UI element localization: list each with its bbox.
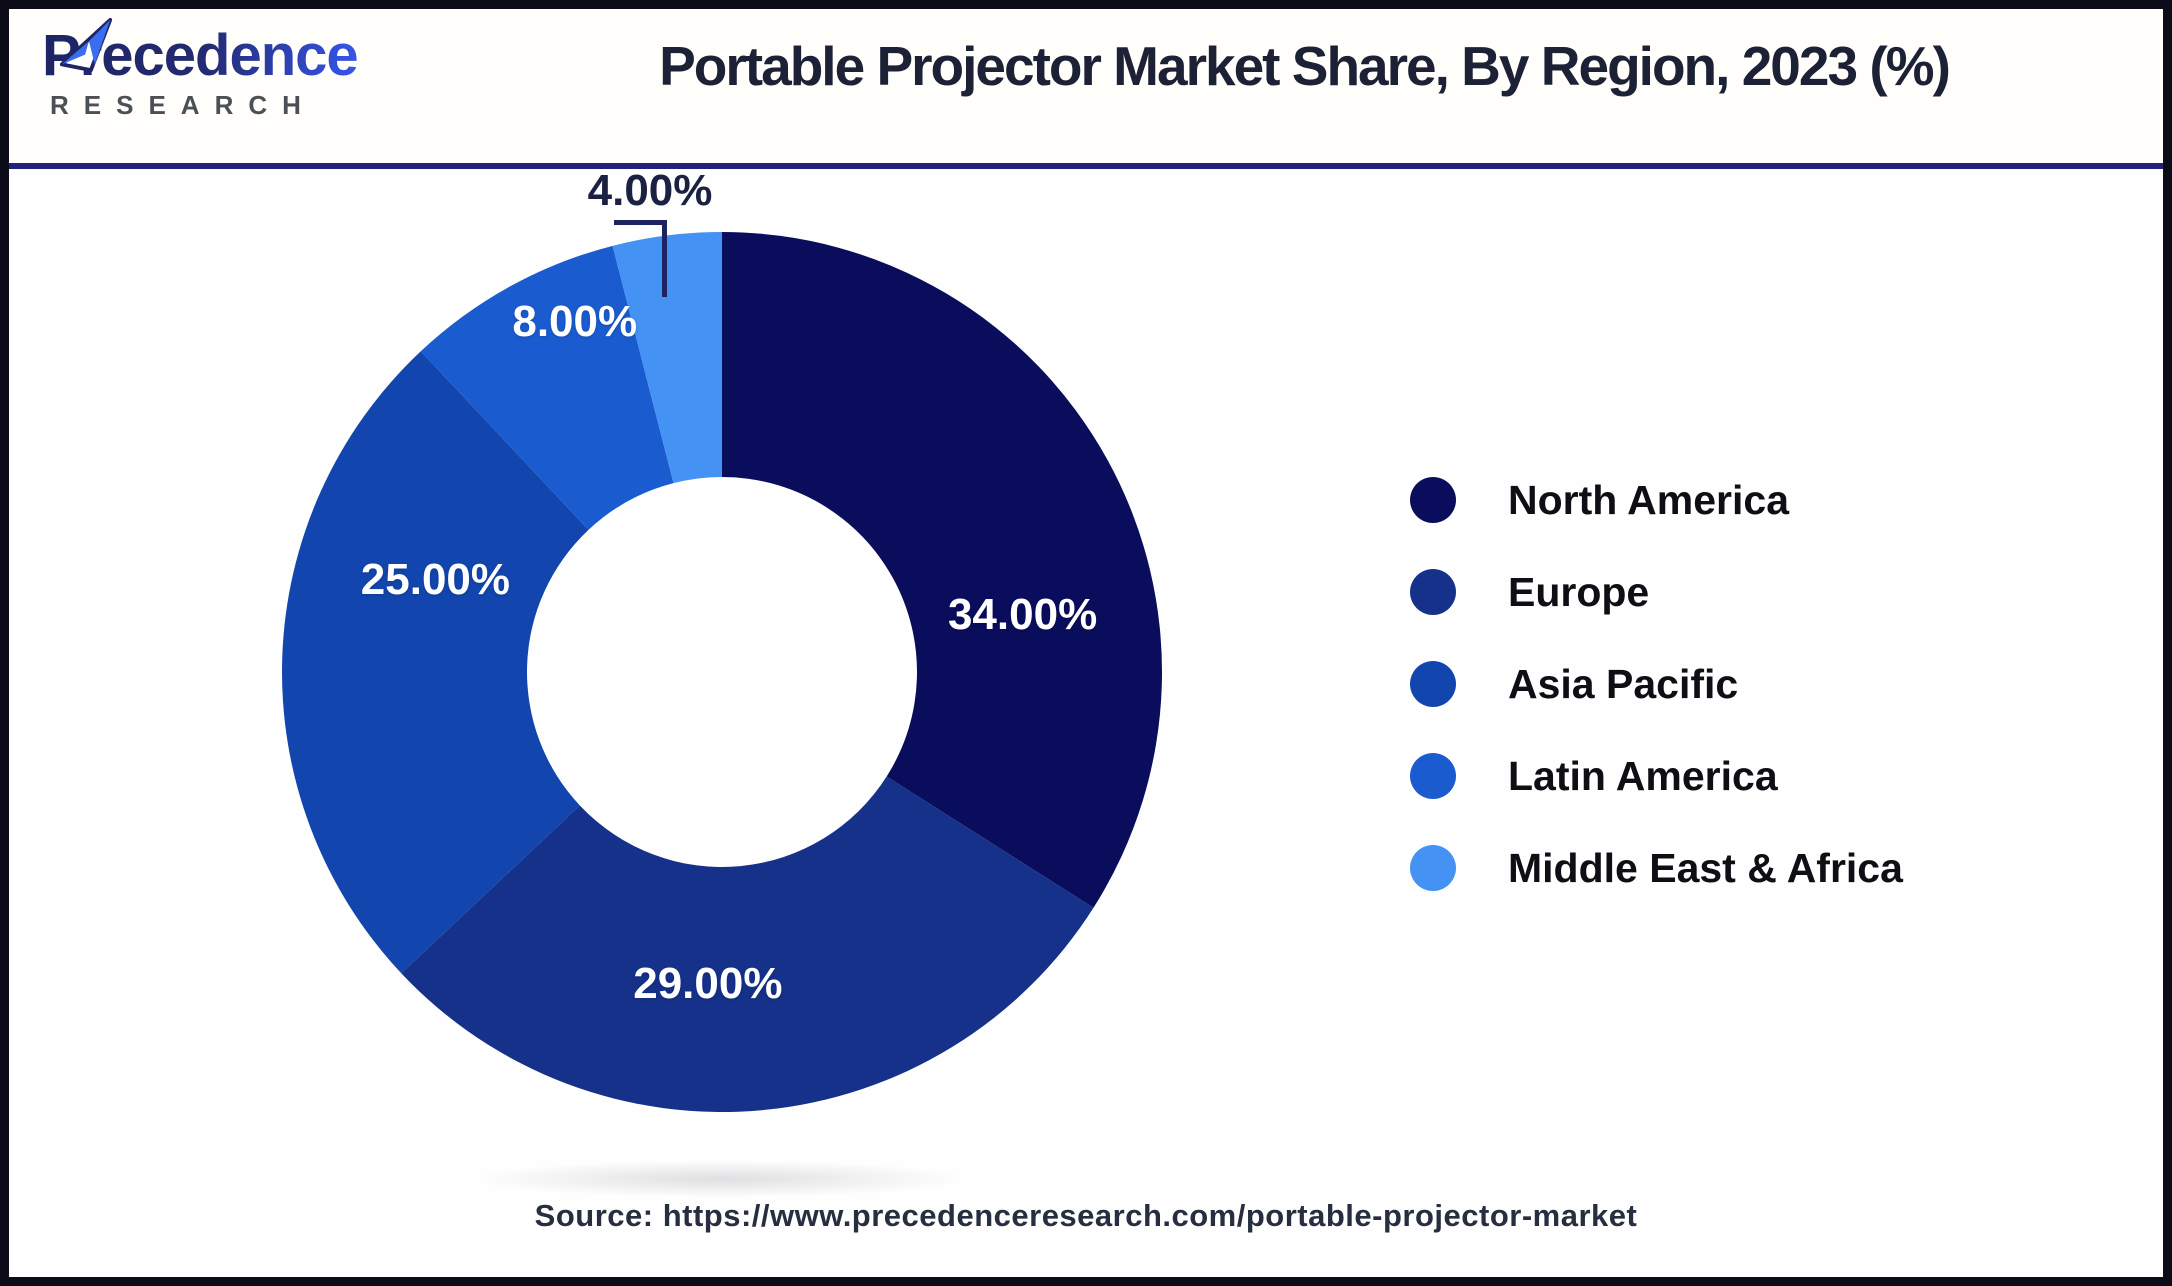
legend-item-europe: Europe [1410, 569, 1903, 615]
source-text: Source: https://www.precedenceresearch.c… [534, 1198, 1638, 1233]
legend-label: Europe [1508, 568, 1650, 615]
pie-slice-europe [401, 776, 1094, 1112]
legend-label: Asia Pacific [1508, 660, 1739, 707]
brand-logo: Precedence RESEARCH [42, 17, 462, 121]
legend-label: Latin America [1508, 752, 1778, 799]
slice-label: 8.00% [512, 296, 638, 346]
header: Precedence RESEARCH Portable Projector M… [0, 0, 2172, 163]
legend-dot [1410, 845, 1456, 891]
slice-label: 29.00% [633, 958, 783, 1008]
brand-subtitle: RESEARCH [50, 89, 316, 120]
legend-label: North America [1508, 476, 1789, 523]
header-divider [0, 163, 2172, 169]
pie-slice-middle-east-africa [612, 232, 722, 484]
legend-item-asia-pacific: Asia Pacific [1410, 661, 1903, 707]
legend-item-latin-america: Latin America [1410, 753, 1903, 799]
legend-label: Middle East & Africa [1508, 844, 1903, 891]
legend-dot [1410, 661, 1456, 707]
legend-dot [1410, 569, 1456, 615]
legend-item-north-america: North America [1410, 477, 1903, 523]
paper-plane-icon [56, 16, 118, 74]
chart-title: Portable Projector Market Share, By Regi… [659, 35, 1951, 97]
pie-slice-asia-pacific [282, 351, 589, 974]
pie-slice-latin-america [420, 245, 674, 530]
donut-chart [282, 232, 1162, 1112]
pie-slice-north-america [722, 232, 1162, 908]
slice-label: 34.00% [947, 589, 1098, 639]
legend-item-middle-east-africa: Middle East & Africa [1410, 845, 1903, 891]
callout-line [614, 220, 667, 297]
legend-dot [1410, 753, 1456, 799]
donut-shadow [440, 1158, 1000, 1200]
brand-wordmark: Precedence [42, 17, 462, 88]
legend: North America Europe Asia Pacific Latin … [1410, 477, 1903, 937]
slice-label: 25.00% [360, 554, 511, 604]
slice-label: 4.00% [587, 166, 713, 215]
legend-dot [1410, 477, 1456, 523]
